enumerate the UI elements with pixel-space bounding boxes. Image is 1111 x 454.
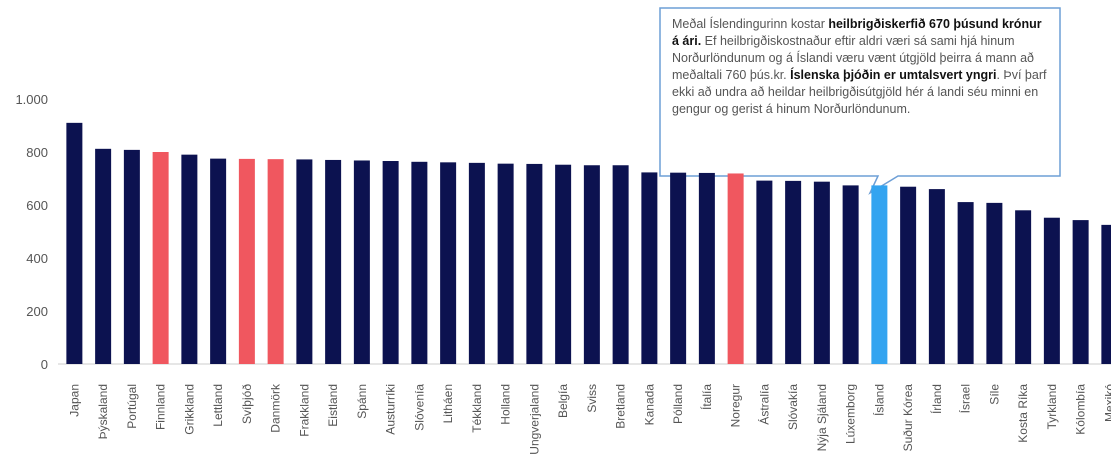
bar [440,162,457,364]
callout-bold-1: heilbrigðiskerfið 670 þúsund krónur á ár… [672,17,1042,48]
bar [641,172,658,364]
y-tick-label: 0 [41,357,48,372]
x-tick-label: Tyrkland [1045,384,1059,429]
bar [1072,220,1089,364]
x-tick-label: Kólombía [1074,384,1088,435]
x-tick-label: Svíþjóð [240,384,254,424]
y-axis: 0 200 400 600 800 1.000 [15,92,48,372]
bar [325,159,342,364]
callout-text-1: Meðal Íslendingurinn kostar [672,17,829,31]
x-tick-label: Danmörk [269,383,283,433]
x-tick-label: Japan [67,384,81,417]
x-tick-label: Ítalía [699,384,714,410]
bar [382,161,399,364]
x-tick-label: Pólland [671,384,685,424]
x-tick-label: Sviss [585,384,599,413]
bar [785,180,802,364]
bar [1101,224,1111,364]
bar [698,172,715,364]
x-tick-label: Ísland [871,384,886,416]
bar [555,164,572,364]
bar [756,180,773,364]
x-tick-label: Kanada [642,384,656,426]
y-tick-label: 400 [26,251,48,266]
bar [497,163,514,364]
callout-text-3: . Því þarf ekki að undra að heildar heil… [672,68,1047,116]
x-tick-label: Nýja Sjáland [815,384,829,451]
bar [727,173,744,364]
callout-box [659,7,1061,195]
bar [353,160,370,364]
x-tick-label: Eistland [326,384,340,427]
bar [123,149,140,364]
callout-text-2: Ef heilbrigðiskostnaður eftir aldri væri… [672,34,1035,82]
x-tick-label: Ástralía [756,384,771,425]
x-tick-label: Síle [987,384,1001,405]
x-tick-label: Ungverjaland [527,384,541,454]
bar [296,159,313,364]
x-tick-label: Lettland [211,384,225,427]
y-tick-label: 800 [26,145,48,160]
x-tick-label: Kosta Ríka [1016,384,1030,443]
bar [670,172,687,364]
bar [66,122,83,364]
bar [526,163,543,364]
bar [612,165,629,364]
bar [1043,217,1060,364]
x-tick-label: Þýskaland [96,384,110,439]
x-tick-label: Slóvakía [786,384,800,430]
x-tick-label: Grikkland [182,384,196,435]
bar [411,161,428,364]
x-tick-label: Litháen [441,384,455,423]
x-tick-label: Noregur [729,384,743,427]
x-tick-label: Slóvenía [412,384,426,431]
x-tick-label: Lúxemborg [844,384,858,444]
bar [842,185,859,364]
y-tick-label: 600 [26,198,48,213]
x-tick-label: Portúgal [125,384,139,429]
x-tick-label: Írland [929,384,944,414]
x-tick-label: Frakkland [297,384,311,437]
x-tick-label: Belgía [556,384,570,418]
x-tick-label: Holland [499,384,513,425]
x-tick-label: Suður Kórea [901,384,915,452]
bar [1015,210,1032,364]
bar [583,165,600,364]
x-tick-label: Mexikó [1102,384,1111,422]
callout-text: Meðal Íslendingurinn kostar heilbrigðisk… [664,12,1056,172]
bar [871,185,888,364]
x-axis-labels: Japan Þýskaland Portúgal Finnland Grikkland L… [67,383,1111,454]
bar [900,186,917,364]
y-tick-label: 1.000 [15,92,48,107]
x-tick-label: Tékkland [470,384,484,433]
x-tick-label: Austurríki [384,384,398,435]
bar [210,158,227,364]
bar [95,148,112,364]
bar [957,202,974,364]
bar [986,202,1003,364]
bar [468,162,485,364]
x-tick-label: Bretland [614,384,628,429]
bar [238,158,255,364]
callout-bold-2: Íslenska þjóðin er umtalsvert yngri [790,68,997,82]
bar [813,181,830,364]
bar [152,152,169,364]
bar [267,159,284,364]
x-tick-label: Ísrael [958,384,973,413]
bar [181,154,198,364]
x-tick-label: Finnland [154,384,168,430]
bars [66,122,1111,364]
x-tick-label: Spánn [355,384,369,419]
y-tick-label: 200 [26,304,48,319]
bar [928,189,945,364]
